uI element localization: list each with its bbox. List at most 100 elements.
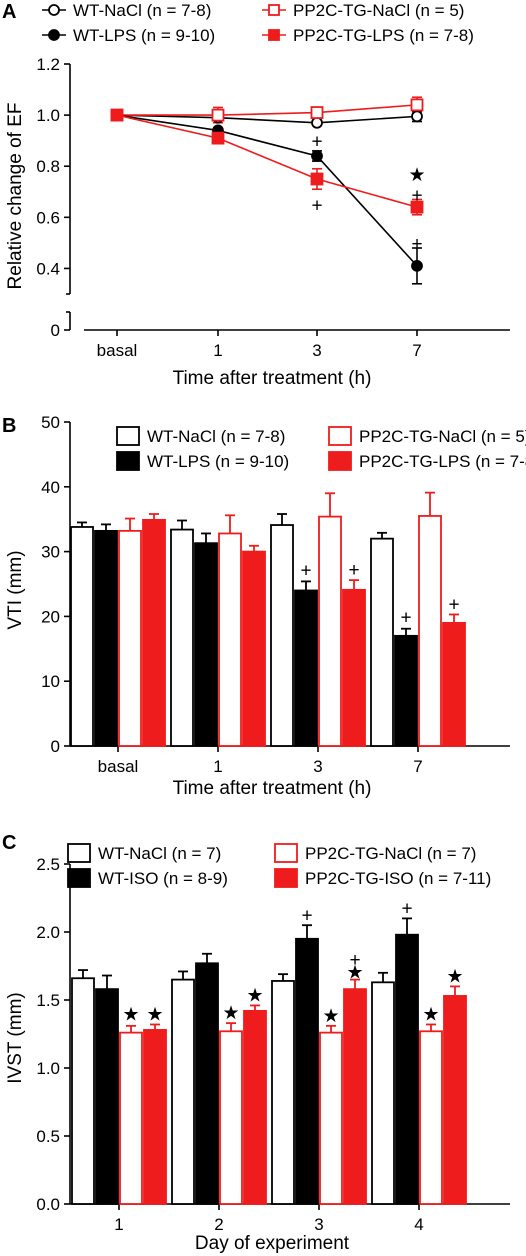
significance-mark: ★ xyxy=(408,165,425,186)
panel-c-y-axis-label: IVST (mm) xyxy=(5,992,26,1083)
panel-a-y-axis-label: Relative change of EF xyxy=(5,103,26,290)
y-tick-label: 0.5 xyxy=(36,1127,60,1146)
x-tick-label: 2 xyxy=(214,1215,223,1234)
legend-swatch xyxy=(274,843,298,863)
legend-label: PP2C-TG-LPS (n = 7-8) xyxy=(359,452,526,471)
data-point xyxy=(411,259,423,272)
bar xyxy=(418,515,442,747)
panel-c-data: ★ ★ ★★+★+★+★★ xyxy=(71,899,467,1205)
legend-marker xyxy=(268,4,280,16)
legend-label: WT-NaCl (n = 7-8) xyxy=(73,1,211,20)
data-point xyxy=(311,150,323,162)
significance-mark: ★ xyxy=(346,962,363,983)
significance-mark: + xyxy=(401,899,412,920)
panel-b-y-axis-label: VTI (mm) xyxy=(5,550,26,629)
bar xyxy=(271,980,295,1205)
bar xyxy=(219,1030,243,1205)
significance-mark: + xyxy=(300,561,311,582)
data-point xyxy=(410,200,424,214)
bar xyxy=(371,981,395,1205)
y-tick-label: 1.5 xyxy=(36,991,60,1010)
panel-c-label: C xyxy=(2,832,16,854)
bar xyxy=(270,524,294,747)
legend-swatch xyxy=(116,426,140,446)
y-tick-label: 1.2 xyxy=(36,55,60,74)
significance-mark: + xyxy=(311,196,322,217)
legend-marker xyxy=(48,29,60,41)
legend-label: PP2C-TG-NaCl (n = 7) xyxy=(305,844,476,863)
panel-a-x-axis-label: Time after treatment (h) xyxy=(173,368,372,389)
significance-mark: ★ xyxy=(246,986,263,1007)
bar xyxy=(395,933,419,1205)
y-tick-label: 0 xyxy=(51,321,60,340)
significance-mark: ★ xyxy=(446,967,463,988)
panel-b-legend: WT-NaCl (n = 7-8) WT-LPS (n = 9-10) PP2C-T… xyxy=(116,426,526,471)
legend-swatch xyxy=(274,868,298,888)
significance-mark: + xyxy=(411,185,422,206)
significance-mark: ★ xyxy=(222,1003,239,1024)
panel-a-label: A xyxy=(2,1,16,23)
bar xyxy=(143,1029,167,1205)
legend-label: WT-LPS (n = 9-10) xyxy=(147,452,289,471)
bar xyxy=(318,515,342,747)
significance-mark: + xyxy=(448,594,459,615)
panel-b-x-axis-label: Time after treatment (h) xyxy=(173,778,372,799)
bar xyxy=(443,995,467,1205)
significance-mark: ★ xyxy=(422,1005,439,1026)
legend-marker xyxy=(268,29,280,41)
y-tick-label: 0.4 xyxy=(36,259,60,278)
significance-mark: + xyxy=(311,132,322,153)
x-tick-label: basal xyxy=(98,757,139,776)
bar xyxy=(342,588,366,747)
bar xyxy=(319,1031,343,1205)
x-tick-label: 4 xyxy=(414,1215,423,1234)
x-tick-label: basal xyxy=(97,341,138,360)
panel-c-legend: WT-NaCl (n = 7) WT-ISO (n = 8-9) PP2C-TG-N… xyxy=(67,843,491,888)
data-point xyxy=(311,116,323,129)
series-line xyxy=(117,104,418,116)
y-tick-label: 2.5 xyxy=(36,855,60,874)
legend-label: WT-ISO (n = 8-9) xyxy=(98,869,228,888)
x-tick-label: 1 xyxy=(213,341,222,360)
y-tick-label: 0.6 xyxy=(36,208,60,227)
legend-label: PP2C-TG-LPS (n = 7-8) xyxy=(293,26,474,45)
legend-swatch xyxy=(67,868,91,888)
significance-mark: + xyxy=(301,905,312,926)
y-tick-label: 1.0 xyxy=(36,106,60,125)
significance-mark: + xyxy=(349,950,360,971)
y-tick-label: 0.8 xyxy=(36,157,60,176)
y-tick-label: 2.0 xyxy=(36,923,60,942)
x-tick-label: 1 xyxy=(114,1215,123,1234)
panel-a-axes: 0 0.4 0.6 0.8 1.0 1.2 basal 1 3 7 xyxy=(36,55,510,360)
significance-mark: ★ xyxy=(122,1005,139,1026)
data-point xyxy=(310,106,324,119)
legend-label: PP2C-TG-NaCl (n = 5) xyxy=(359,427,526,446)
x-tick-label: 3 xyxy=(314,1215,323,1234)
x-tick-label: 7 xyxy=(413,757,422,776)
legend-swatch xyxy=(67,843,91,863)
significance-mark: + xyxy=(400,607,411,628)
y-tick-label: 50 xyxy=(41,413,60,432)
legend-label: PP2C-TG-NaCl (n = 5) xyxy=(293,1,464,20)
bar xyxy=(142,518,166,747)
data-point xyxy=(310,172,324,186)
bar xyxy=(242,550,266,747)
x-tick-label: 1 xyxy=(213,757,222,776)
data-point xyxy=(411,110,423,123)
legend-label: WT-NaCl (n = 7-8) xyxy=(147,427,285,446)
y-tick-label: 30 xyxy=(41,543,60,562)
y-tick-label: 0.0 xyxy=(36,1195,60,1214)
panel-a-data: ++ +★+ xyxy=(110,96,426,285)
y-tick-label: 0 xyxy=(51,737,60,756)
bar xyxy=(294,589,318,747)
y-tick-label: 40 xyxy=(41,478,60,497)
data-point xyxy=(211,108,225,122)
panel-c-x-axis-label: Day of experiment xyxy=(195,1233,350,1254)
x-tick-label: 3 xyxy=(313,757,322,776)
bar xyxy=(70,526,94,747)
series-line xyxy=(116,114,418,208)
data-point xyxy=(211,131,225,145)
bar xyxy=(95,988,119,1205)
bar xyxy=(118,529,142,747)
